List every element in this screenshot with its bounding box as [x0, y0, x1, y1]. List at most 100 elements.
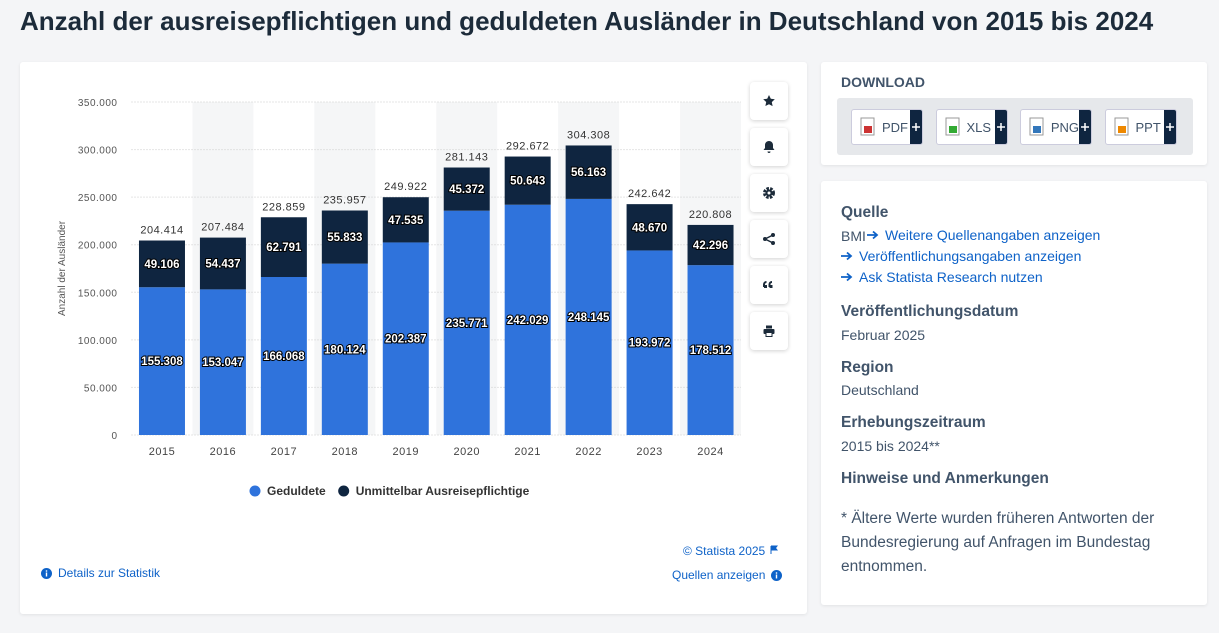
x-tick-label: 2017	[271, 446, 297, 458]
data-label: 47.535	[388, 215, 424, 227]
settings-button[interactable]	[750, 174, 788, 212]
download-button[interactable]: PDF	[851, 109, 923, 145]
plus-icon[interactable]	[1165, 123, 1174, 131]
copyright-text[interactable]: © Statista 2025	[683, 544, 766, 558]
data-label: 248.145	[568, 312, 610, 324]
print-button[interactable]	[750, 312, 788, 350]
sources-link[interactable]: Quellen anzeigen	[672, 568, 783, 582]
note: * Ältere Werte wurden früheren Antworten…	[841, 510, 1155, 575]
download-label[interactable]: XLS	[966, 119, 992, 135]
x-tick-label: 2016	[210, 446, 236, 458]
download-card: DOWNLOAD PDF XLS PNG PPT	[821, 62, 1207, 165]
details-text[interactable]: Details zur Statistik	[58, 566, 161, 580]
bar-segment	[138, 287, 185, 435]
download-plus[interactable]	[994, 110, 1007, 144]
x-tick-label: 2019	[393, 446, 419, 458]
data-label: 48.670	[632, 222, 667, 234]
source-link[interactable]: Ask Statista Research nutzen	[841, 269, 1043, 285]
arrow-icon[interactable]	[841, 272, 853, 282]
bar-segment	[626, 204, 673, 251]
copyright[interactable]: © Statista 2025	[683, 544, 779, 558]
x-tick-label: 2024	[697, 446, 723, 458]
source-link-text[interactable]: Veröffentlichungsangaben anzeigen	[859, 248, 1082, 264]
data-label: 193.972	[629, 338, 671, 350]
page-title: Anzahl der ausreisepflichtigen und gedul…	[20, 6, 1154, 36]
bar-segment	[260, 276, 307, 435]
data-label: 49.106	[144, 259, 179, 271]
download-label[interactable]: PDF	[882, 119, 908, 135]
data-label: 180.124	[324, 344, 366, 356]
data-label: 153.047	[202, 357, 244, 369]
total-label: 292.672	[506, 141, 549, 153]
date-title: Veröffentlichungsdatum	[841, 303, 1019, 320]
download-button[interactable]: PNG	[1020, 109, 1092, 145]
region-title: Region	[841, 359, 894, 376]
period: 2015 bis 2024**	[841, 438, 940, 454]
notes-title: Hinweise und Anmerkungen	[841, 470, 1049, 487]
source-link-text[interactable]: Weitere Quellenangaben anzeigen	[885, 227, 1101, 243]
legend-marker	[338, 485, 350, 497]
data-label: 55.833	[327, 232, 362, 244]
file-icon[interactable]	[1021, 116, 1051, 138]
share-button[interactable]	[750, 220, 788, 258]
download-plus[interactable]	[1163, 110, 1176, 144]
download-plus[interactable]	[910, 110, 922, 144]
file-icon[interactable]	[852, 116, 882, 138]
details-link[interactable]: Details zur Statistik	[41, 566, 160, 580]
legend-marker	[249, 485, 261, 497]
notify-button[interactable]	[750, 128, 788, 166]
arrow-icon[interactable]	[841, 251, 853, 261]
y-tick-label: 100.000	[78, 336, 118, 347]
x-tick-label: 2022	[575, 446, 601, 458]
total-label: 204.414	[140, 225, 183, 237]
y-tick-label: 200.000	[78, 241, 118, 252]
bar-segment	[199, 237, 246, 290]
download-button[interactable]: PPT	[1104, 109, 1177, 145]
chart: 0 50.000 100.000 150.000 200.000 250.000 300.0…	[57, 98, 741, 498]
data-label: 242.029	[507, 315, 549, 327]
x-tick-label: 2018	[332, 446, 358, 458]
plus-icon[interactable]	[996, 123, 1005, 131]
bar-segment	[382, 197, 429, 243]
file-icon[interactable]	[1106, 116, 1136, 138]
data-label: 56.163	[571, 167, 606, 179]
bar-segment	[443, 167, 490, 211]
plus-icon[interactable]	[912, 123, 920, 131]
total-label: 220.808	[689, 209, 732, 221]
total-label: 249.922	[384, 181, 427, 193]
total-label: 304.308	[567, 129, 610, 141]
bar-segment	[565, 198, 612, 435]
data-label: 50.643	[510, 176, 545, 188]
sources-text[interactable]: Quellen anzeigen	[672, 568, 766, 582]
total-label: 281.143	[445, 152, 488, 164]
bar-segment	[443, 210, 490, 435]
favorite-button[interactable]	[750, 82, 788, 120]
cite-button[interactable]	[750, 266, 788, 304]
arrow-icon[interactable]	[867, 230, 879, 240]
download-plus[interactable]	[1079, 110, 1091, 144]
y-tick-label: 300.000	[78, 146, 118, 157]
legend-label: Geduldete	[267, 484, 326, 498]
download-button[interactable]: XLS	[935, 109, 1008, 145]
source-link-text[interactable]: Ask Statista Research nutzen	[859, 269, 1043, 285]
total-label: 242.642	[628, 188, 671, 200]
plus-icon[interactable]	[1081, 123, 1090, 131]
data-label: 202.387	[385, 334, 427, 346]
file-icon[interactable]	[937, 116, 967, 138]
total-label: 228.859	[262, 201, 305, 213]
y-tick-label: 0	[111, 431, 117, 442]
bar-segment	[321, 263, 368, 435]
bar-segment	[565, 145, 612, 199]
x-tick-label: 2015	[149, 446, 175, 458]
date: Februar 2025	[841, 327, 926, 343]
source-link[interactable]: Weitere Quellenangaben anzeigen	[867, 227, 1100, 243]
y-tick-label: 350.000	[78, 98, 118, 109]
source-link[interactable]: Veröffentlichungsangaben anzeigen	[841, 248, 1081, 264]
chart-card: 0 50.000 100.000 150.000 200.000 250.000 300.0…	[20, 62, 807, 614]
data-label: 166.068	[263, 351, 305, 363]
download-label[interactable]: PNG	[1050, 119, 1080, 135]
download-label[interactable]: PPT	[1135, 119, 1161, 135]
data-label: 155.308	[141, 356, 183, 368]
bar-segment	[626, 250, 673, 435]
